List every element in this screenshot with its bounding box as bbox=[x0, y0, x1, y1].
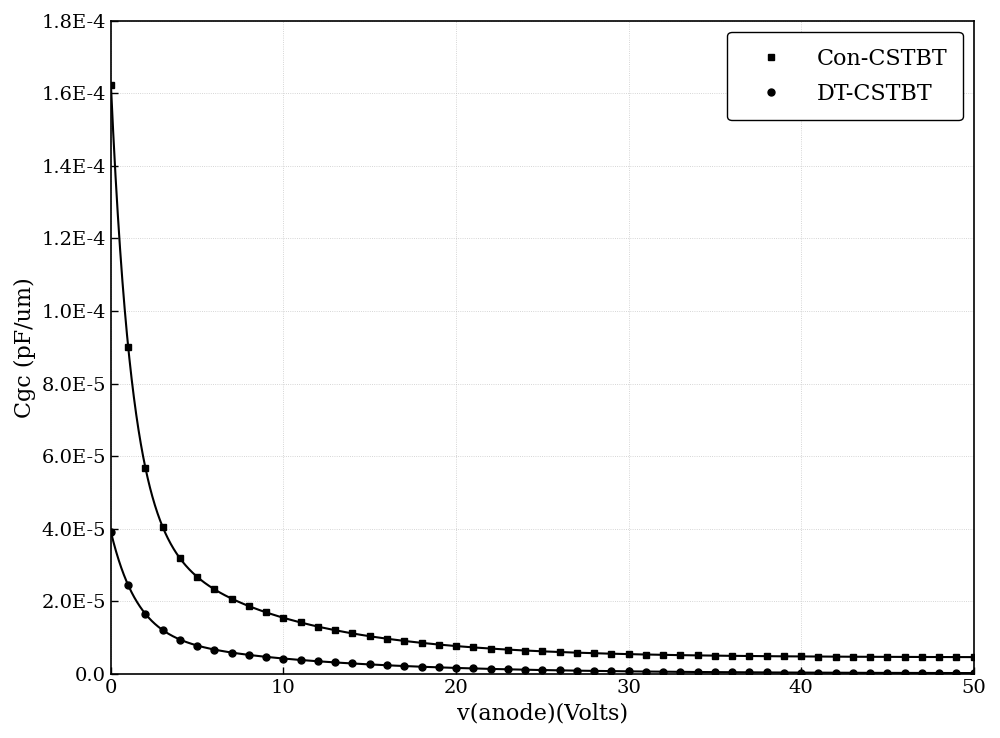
DT-CSTBT bbox=[968, 669, 980, 677]
Con-CSTBT bbox=[674, 651, 686, 660]
DT-CSTBT bbox=[364, 660, 376, 669]
Line: DT-CSTBT: DT-CSTBT bbox=[107, 528, 977, 677]
DT-CSTBT bbox=[381, 661, 393, 669]
DT-CSTBT bbox=[726, 668, 738, 677]
Con-CSTBT bbox=[295, 618, 307, 627]
Con-CSTBT bbox=[726, 652, 738, 661]
DT-CSTBT bbox=[295, 655, 307, 664]
Con-CSTBT bbox=[968, 652, 980, 661]
DT-CSTBT bbox=[950, 669, 962, 677]
Line: Con-CSTBT: Con-CSTBT bbox=[107, 81, 977, 661]
X-axis label: v(anode)(Volts): v(anode)(Volts) bbox=[457, 702, 628, 724]
Legend: Con-CSTBT, DT-CSTBT: Con-CSTBT, DT-CSTBT bbox=[727, 32, 963, 120]
Con-CSTBT bbox=[364, 632, 376, 641]
Y-axis label: Cgc (pF/um): Cgc (pF/um) bbox=[14, 277, 36, 418]
Con-CSTBT bbox=[105, 80, 117, 89]
DT-CSTBT bbox=[674, 667, 686, 676]
Con-CSTBT bbox=[381, 634, 393, 643]
DT-CSTBT bbox=[105, 528, 117, 537]
Con-CSTBT bbox=[950, 652, 962, 661]
